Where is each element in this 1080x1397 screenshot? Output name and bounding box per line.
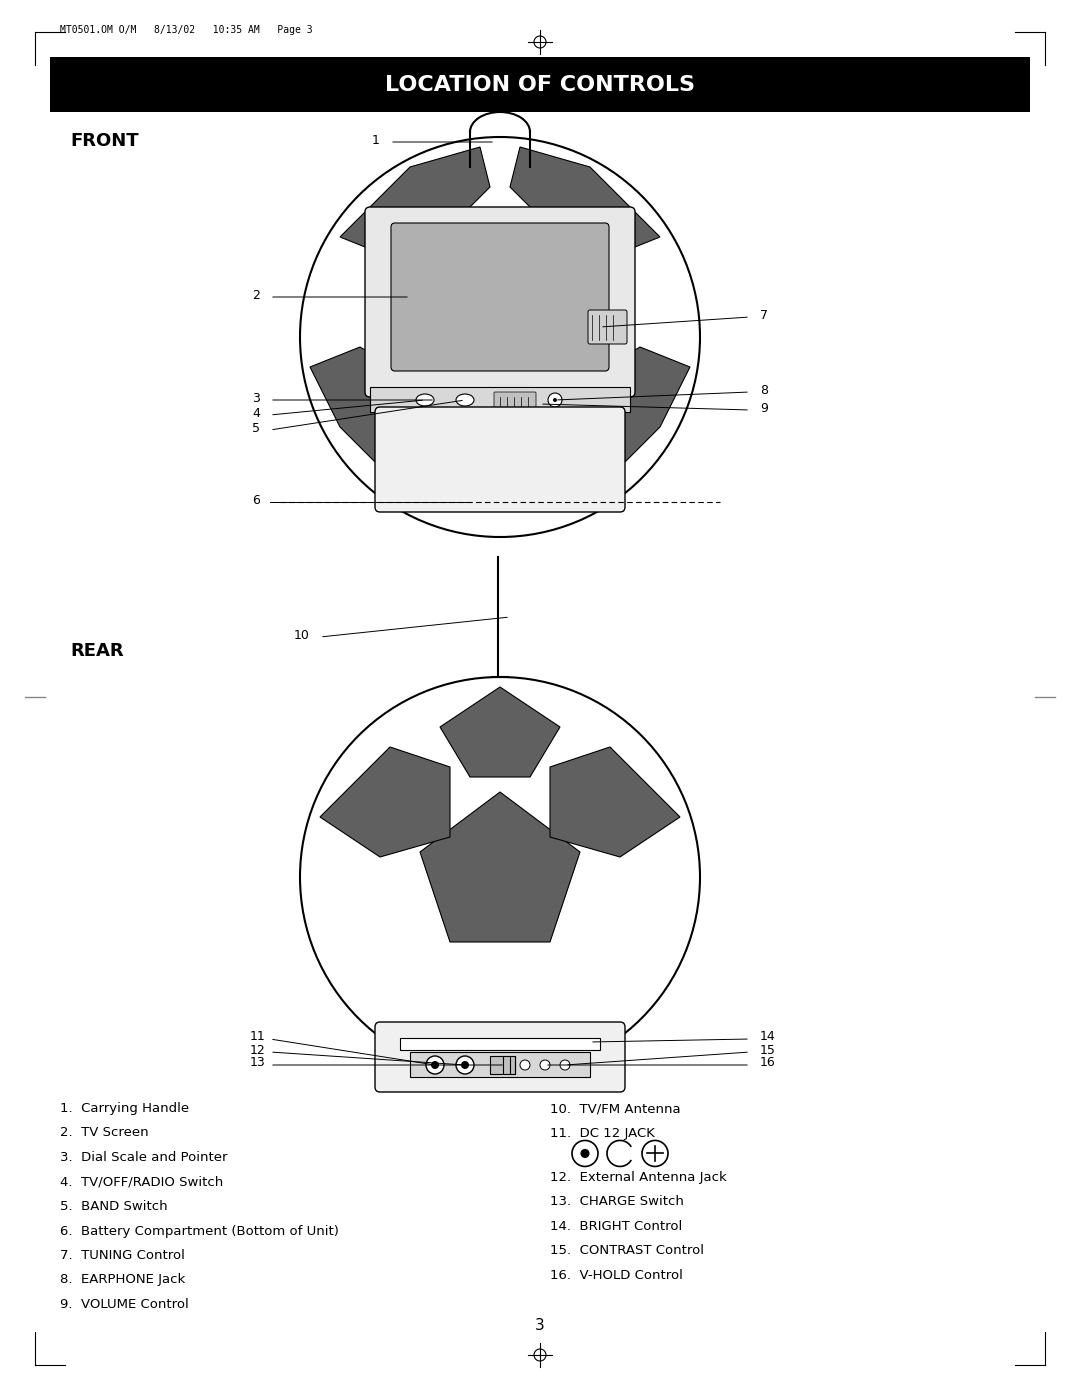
Polygon shape [340,147,490,257]
Text: 10: 10 [294,629,310,641]
Text: 3: 3 [252,391,260,405]
Circle shape [456,1056,474,1074]
Text: 6.  Battery Compartment (Bottom of Unit): 6. Battery Compartment (Bottom of Unit) [60,1225,339,1238]
Text: 5: 5 [252,422,260,434]
Text: 6: 6 [252,493,260,507]
Text: 12: 12 [249,1044,265,1056]
Circle shape [553,398,557,402]
Polygon shape [310,346,420,467]
Circle shape [540,1060,550,1070]
Circle shape [519,1060,530,1070]
Circle shape [642,1140,669,1166]
Text: 9.  VOLUME Control: 9. VOLUME Control [60,1298,189,1310]
Circle shape [561,1060,570,1070]
FancyBboxPatch shape [494,393,536,408]
Text: 8.  EARPHONE Jack: 8. EARPHONE Jack [60,1274,186,1287]
Text: 14.  BRIGHT Control: 14. BRIGHT Control [550,1220,683,1232]
Polygon shape [320,747,450,856]
Text: 13: 13 [249,1056,265,1070]
Text: 2: 2 [252,289,260,302]
Polygon shape [550,747,680,856]
FancyBboxPatch shape [370,387,630,412]
FancyBboxPatch shape [490,1056,515,1074]
Text: 1: 1 [373,134,380,147]
FancyBboxPatch shape [410,1052,590,1077]
Text: FRONT: FRONT [70,131,138,149]
Circle shape [431,1060,438,1069]
Text: 14: 14 [760,1031,775,1044]
Text: 15.  CONTRAST Control: 15. CONTRAST Control [550,1245,704,1257]
Text: REAR: REAR [70,643,123,659]
Ellipse shape [416,394,434,407]
Text: 13.  CHARGE Switch: 13. CHARGE Switch [550,1194,684,1208]
Circle shape [426,1056,444,1074]
Text: LOCATION OF CONTROLS: LOCATION OF CONTROLS [384,75,696,95]
Polygon shape [420,792,580,942]
Text: 10.  TV/FM Antenna: 10. TV/FM Antenna [550,1102,680,1115]
FancyBboxPatch shape [588,310,627,344]
Text: 3.  Dial Scale and Pointer: 3. Dial Scale and Pointer [60,1151,228,1164]
FancyBboxPatch shape [391,224,609,372]
Text: 15: 15 [760,1044,775,1056]
Text: 9: 9 [760,401,768,415]
Text: 7: 7 [760,309,768,321]
Text: 11.  DC 12 JACK: 11. DC 12 JACK [550,1126,654,1140]
FancyBboxPatch shape [50,57,1030,112]
Text: 2.  TV Screen: 2. TV Screen [60,1126,149,1140]
Text: 1.  Carrying Handle: 1. Carrying Handle [60,1102,189,1115]
Text: 4: 4 [252,407,260,419]
FancyBboxPatch shape [365,207,635,397]
Ellipse shape [456,394,474,407]
FancyBboxPatch shape [375,1023,625,1092]
Text: 8: 8 [760,384,768,397]
Text: 3: 3 [535,1317,545,1333]
Circle shape [548,393,562,407]
Circle shape [461,1060,469,1069]
Text: 11: 11 [249,1031,265,1044]
FancyBboxPatch shape [400,1038,600,1051]
Text: MT0501.OM O/M   8/13/02   10:35 AM   Page 3: MT0501.OM O/M 8/13/02 10:35 AM Page 3 [60,25,312,35]
Circle shape [572,1140,598,1166]
Polygon shape [580,346,690,467]
FancyBboxPatch shape [375,407,625,511]
Text: 16.  V-HOLD Control: 16. V-HOLD Control [550,1268,683,1281]
Text: 5.  BAND Switch: 5. BAND Switch [60,1200,167,1213]
Text: 16: 16 [760,1056,775,1070]
Polygon shape [440,687,561,777]
Circle shape [580,1148,590,1158]
Polygon shape [510,147,660,257]
Text: 4.  TV/OFF/RADIO Switch: 4. TV/OFF/RADIO Switch [60,1175,224,1189]
Text: 7.  TUNING Control: 7. TUNING Control [60,1249,185,1261]
Text: 12.  External Antenna Jack: 12. External Antenna Jack [550,1171,727,1183]
